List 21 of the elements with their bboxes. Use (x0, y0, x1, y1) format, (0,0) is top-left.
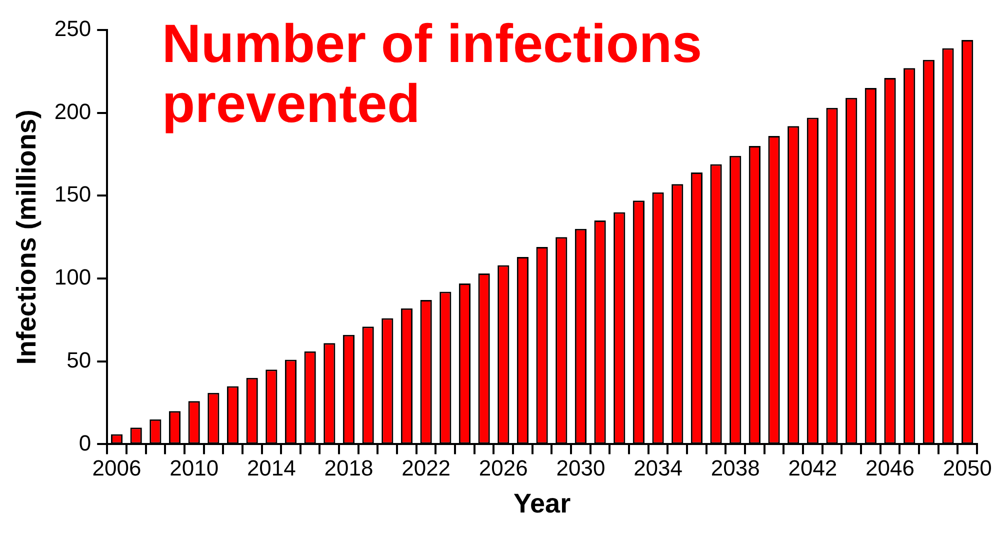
y-tick-label: 250 (54, 16, 92, 42)
y-tick-label: 100 (54, 264, 92, 290)
x-tick-label: 2026 (478, 455, 528, 480)
y-tick-label: 0 (78, 430, 92, 456)
x-tick-label: 2042 (788, 455, 838, 480)
x-tick-label: 2014 (246, 455, 296, 480)
x-tick-label: 2046 (866, 455, 914, 480)
x-tick-label: 2038 (710, 455, 760, 480)
y-axis-title: Infections (millions) (12, 110, 42, 365)
x-tick-label: 2030 (556, 455, 606, 480)
x-tick-label: 2034 (634, 455, 683, 480)
x-tick-label: 2022 (402, 455, 451, 480)
x-tick-label: 2010 (170, 455, 219, 480)
x-tick-label: 2006 (92, 455, 142, 480)
chart-title: Number of infections prevented (162, 14, 704, 134)
x-tick-label: 2050 (942, 455, 992, 480)
x-tick-label: 2018 (324, 455, 374, 480)
y-tick-label: 150 (54, 182, 92, 207)
y-tick-label: 50 (66, 347, 92, 372)
y-tick-label: 200 (54, 98, 92, 124)
x-axis-title: Year (514, 488, 572, 518)
